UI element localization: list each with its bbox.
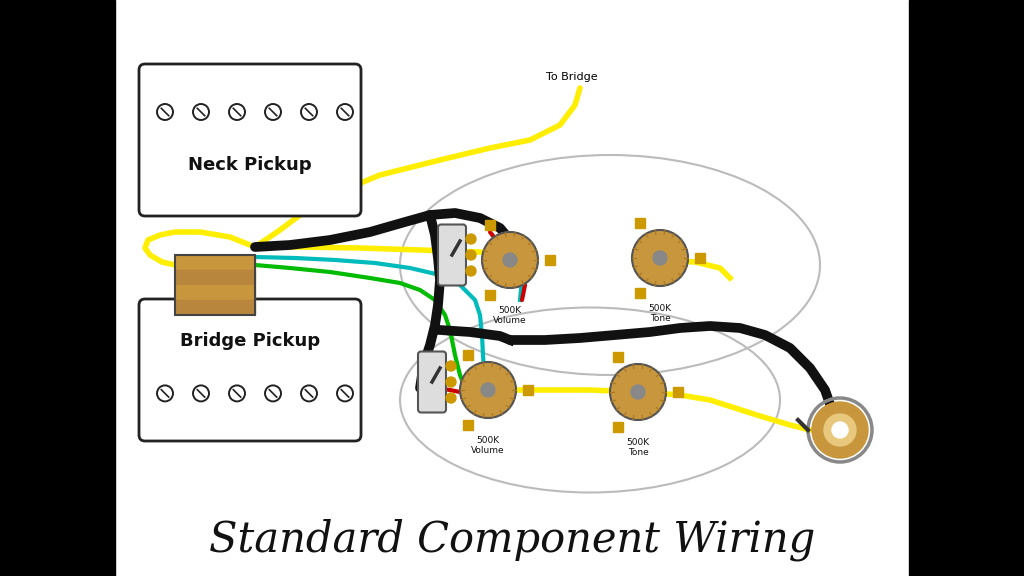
Bar	[463, 420, 473, 430]
Bar	[485, 221, 495, 230]
Circle shape	[446, 393, 456, 403]
FancyBboxPatch shape	[139, 299, 361, 441]
Bar	[175, 255, 255, 269]
Text: 500K
Tone: 500K Tone	[648, 304, 672, 323]
Circle shape	[831, 422, 848, 438]
Circle shape	[631, 385, 645, 399]
Text: Standard Component Wiring: Standard Component Wiring	[209, 519, 815, 561]
Text: 500K
Volume: 500K Volume	[494, 306, 526, 325]
Bar	[695, 253, 705, 263]
Text: To Bridge: To Bridge	[546, 72, 598, 82]
Circle shape	[824, 414, 856, 446]
Bar	[613, 353, 623, 362]
Bar	[463, 350, 473, 361]
Circle shape	[653, 251, 667, 265]
Bar	[635, 287, 645, 298]
Bar	[545, 255, 555, 265]
Circle shape	[812, 402, 868, 458]
Text: 500K
Volume: 500K Volume	[471, 436, 505, 456]
FancyBboxPatch shape	[438, 225, 466, 286]
Text: Bridge Pickup: Bridge Pickup	[180, 332, 321, 350]
Circle shape	[466, 266, 476, 276]
Circle shape	[632, 230, 688, 286]
Bar	[0, 0, 115, 576]
Circle shape	[466, 234, 476, 244]
Bar	[613, 422, 623, 431]
Circle shape	[482, 232, 538, 288]
Bar	[175, 255, 255, 315]
Circle shape	[460, 362, 516, 418]
Circle shape	[610, 364, 666, 420]
Bar	[673, 387, 683, 397]
Circle shape	[466, 250, 476, 260]
FancyBboxPatch shape	[139, 64, 361, 216]
Circle shape	[446, 377, 456, 387]
FancyBboxPatch shape	[418, 351, 446, 412]
Bar	[175, 300, 255, 314]
Bar	[175, 285, 255, 299]
Text: 500K
Tone: 500K Tone	[627, 438, 649, 457]
Bar	[635, 218, 645, 228]
Bar	[909, 0, 1024, 576]
Circle shape	[503, 253, 517, 267]
Bar	[485, 290, 495, 300]
Bar	[175, 270, 255, 284]
Circle shape	[481, 383, 495, 397]
Circle shape	[446, 361, 456, 371]
Bar	[523, 385, 534, 395]
Text: Neck Pickup: Neck Pickup	[188, 156, 312, 174]
